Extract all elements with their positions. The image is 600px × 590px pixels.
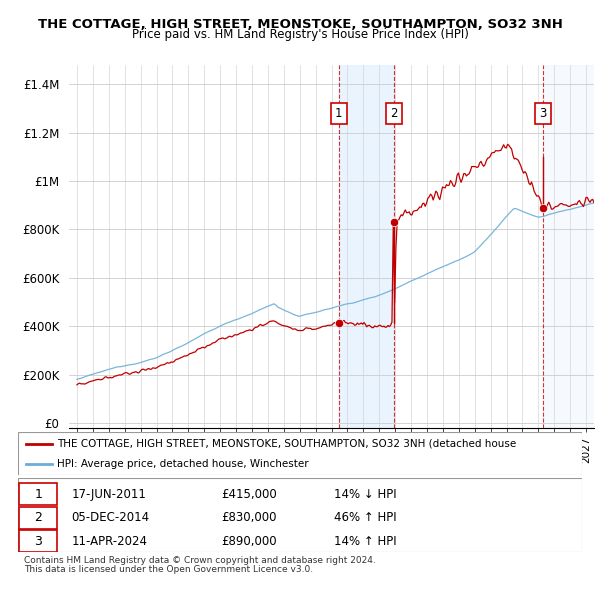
- Text: 1: 1: [34, 487, 42, 501]
- Text: THE COTTAGE, HIGH STREET, MEONSTOKE, SOUTHAMPTON, SO32 3NH: THE COTTAGE, HIGH STREET, MEONSTOKE, SOU…: [38, 18, 562, 31]
- FancyBboxPatch shape: [18, 432, 582, 475]
- Text: 1: 1: [335, 107, 343, 120]
- FancyBboxPatch shape: [18, 478, 582, 552]
- Text: £415,000: £415,000: [221, 487, 277, 501]
- Text: 14% ↓ HPI: 14% ↓ HPI: [334, 487, 397, 501]
- Bar: [543, 65, 594, 428]
- Text: £890,000: £890,000: [221, 535, 277, 548]
- Text: 17-JUN-2011: 17-JUN-2011: [71, 487, 146, 501]
- Text: This data is licensed under the Open Government Licence v3.0.: This data is licensed under the Open Gov…: [24, 565, 313, 574]
- Text: £830,000: £830,000: [221, 511, 277, 525]
- Text: 11-APR-2024: 11-APR-2024: [71, 535, 148, 548]
- Text: 3: 3: [539, 107, 547, 120]
- Text: THE COTTAGE, HIGH STREET, MEONSTOKE, SOUTHAMPTON, SO32 3NH (detached house: THE COTTAGE, HIGH STREET, MEONSTOKE, SOU…: [58, 439, 517, 449]
- Text: 3: 3: [34, 535, 42, 548]
- Text: HPI: Average price, detached house, Winchester: HPI: Average price, detached house, Winc…: [58, 460, 309, 469]
- Bar: [543, 65, 594, 428]
- FancyBboxPatch shape: [19, 483, 58, 505]
- Text: 05-DEC-2014: 05-DEC-2014: [71, 511, 150, 525]
- FancyBboxPatch shape: [19, 507, 58, 529]
- Text: 2: 2: [390, 107, 398, 120]
- Text: Price paid vs. HM Land Registry's House Price Index (HPI): Price paid vs. HM Land Registry's House …: [131, 28, 469, 41]
- Bar: [339, 65, 394, 428]
- Text: Contains HM Land Registry data © Crown copyright and database right 2024.: Contains HM Land Registry data © Crown c…: [24, 556, 376, 565]
- Text: 46% ↑ HPI: 46% ↑ HPI: [334, 511, 397, 525]
- Text: 2: 2: [34, 511, 42, 525]
- Text: 14% ↑ HPI: 14% ↑ HPI: [334, 535, 397, 548]
- FancyBboxPatch shape: [19, 530, 58, 552]
